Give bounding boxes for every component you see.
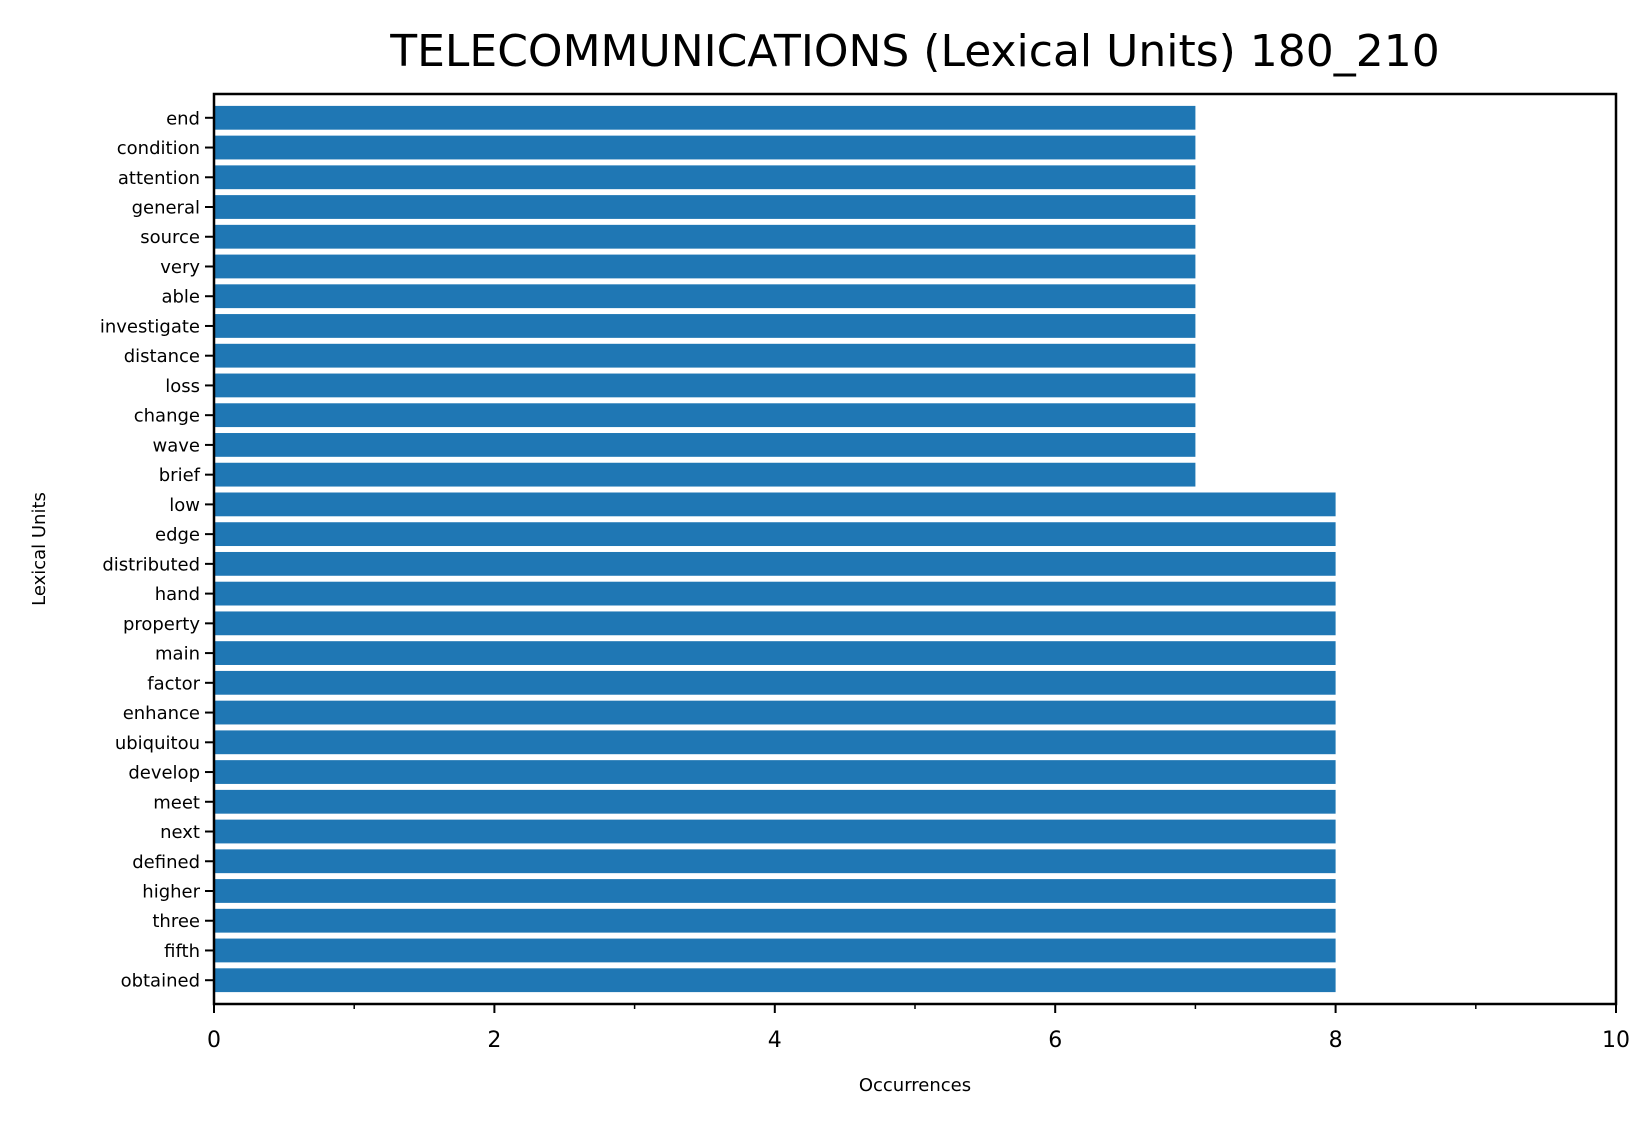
chart-title: TELECOMMUNICATIONS (Lexical Units) 180_2… xyxy=(389,26,1440,77)
bar-loss xyxy=(214,373,1196,398)
y-tick-label-defined: defined xyxy=(132,852,200,873)
bar-meet xyxy=(214,789,1336,814)
y-tick-label-condition: condition xyxy=(117,138,200,159)
x-tick-label-0: 0 xyxy=(207,1028,221,1053)
y-tick-label-factor: factor xyxy=(147,673,200,694)
bar-higher xyxy=(214,879,1336,903)
y-tick-label-general: general xyxy=(132,198,200,219)
y-tick-label-attention: attention xyxy=(118,168,200,189)
y-tick-label-higher: higher xyxy=(142,881,200,902)
bar-enhance xyxy=(214,700,1336,725)
bar-change xyxy=(214,403,1196,428)
bar-low xyxy=(214,492,1336,517)
y-axis-label: Lexical Units xyxy=(29,492,50,606)
y-tick-label-three: three xyxy=(152,911,200,932)
bar-develop xyxy=(214,760,1336,784)
bar-distributed xyxy=(214,551,1336,576)
y-tick-label-source: source xyxy=(140,227,200,248)
y-tick-label-ubiquitou: ubiquitou xyxy=(115,733,200,754)
bars-group xyxy=(214,105,1336,993)
y-tick-label-obtained: obtained xyxy=(121,971,200,992)
bar-property xyxy=(214,611,1336,636)
bar-distance xyxy=(214,343,1196,368)
x-axis-ticks: 0 2 4 6 8 10 xyxy=(207,1004,1630,1053)
y-tick-label-enhance: enhance xyxy=(123,703,200,724)
x-tick-label-8: 8 xyxy=(1329,1028,1343,1053)
y-tick-label-end: end xyxy=(166,108,200,129)
bar-hand xyxy=(214,581,1336,606)
bar-obtained xyxy=(214,968,1336,993)
x-tick-label-2: 2 xyxy=(487,1028,501,1053)
y-tick-label-hand: hand xyxy=(155,584,200,605)
y-tick-label-fifth: fifth xyxy=(164,941,200,962)
bar-very xyxy=(214,254,1196,279)
y-tick-label-next: next xyxy=(160,822,200,843)
x-tick-label-4: 4 xyxy=(768,1028,782,1053)
bar-end xyxy=(214,105,1196,130)
y-axis-ticks: end condition attention general source very ab… xyxy=(100,108,214,992)
y-tick-label-very: very xyxy=(160,257,200,278)
y-tick-label-distance: distance xyxy=(124,346,200,367)
bar-defined xyxy=(214,849,1336,874)
bar-source xyxy=(214,224,1196,249)
y-tick-label-able: able xyxy=(161,287,200,308)
y-tick-label-loss: loss xyxy=(165,376,200,397)
y-tick-label-distributed: distributed xyxy=(102,554,200,575)
y-tick-label-meet: meet xyxy=(153,792,200,813)
y-tick-label-develop: develop xyxy=(128,763,200,784)
bar-wave xyxy=(214,433,1196,457)
bar-brief xyxy=(214,462,1196,487)
bar-general xyxy=(214,195,1196,219)
bar-factor xyxy=(214,670,1336,695)
bar-ubiquitou xyxy=(214,730,1336,755)
y-tick-label-change: change xyxy=(134,406,200,427)
x-tick-label-6: 6 xyxy=(1048,1028,1062,1053)
bar-next xyxy=(214,819,1336,844)
y-tick-label-edge: edge xyxy=(155,525,200,546)
y-tick-label-brief: brief xyxy=(159,465,201,486)
y-tick-label-low: low xyxy=(169,495,200,516)
bar-attention xyxy=(214,165,1196,190)
y-tick-label-investigate: investigate xyxy=(100,316,200,337)
bar-able xyxy=(214,284,1196,309)
y-tick-label-property: property xyxy=(123,614,200,635)
y-tick-label-wave: wave xyxy=(153,435,200,456)
x-axis-label: Occurrences xyxy=(859,1075,971,1096)
bar-condition xyxy=(214,135,1196,160)
bar-fifth xyxy=(214,938,1336,963)
plot-frame xyxy=(212,92,1618,1006)
bar-edge xyxy=(214,522,1336,547)
bar-main xyxy=(214,641,1336,665)
x-tick-label-10: 10 xyxy=(1602,1028,1630,1053)
y-tick-label-main: main xyxy=(155,644,200,665)
bar-three xyxy=(214,908,1336,933)
bar-investigate xyxy=(214,314,1196,338)
